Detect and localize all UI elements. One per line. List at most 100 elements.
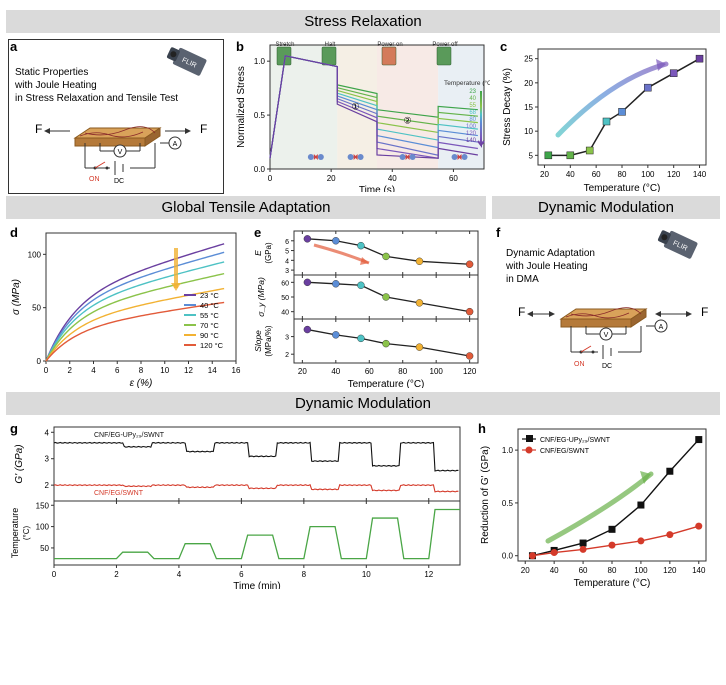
panel-c-chart: 20406080100120140510152025Temperature (°… [496,37,714,192]
svg-text:4: 4 [285,258,289,265]
panel-h: h 204060801001201400.00.51.0Temperature … [474,419,714,589]
svg-text:CNF/EG/SWNT: CNF/EG/SWNT [94,490,144,497]
svg-text:12: 12 [184,366,193,375]
svg-text:120: 120 [466,131,477,137]
svg-text:0: 0 [268,174,273,183]
svg-text:Time (s): Time (s) [359,185,395,192]
svg-text:100: 100 [430,367,444,376]
svg-text:0: 0 [37,357,42,366]
svg-text:A: A [659,324,664,331]
flir-camera-icon: FLIR [164,44,219,84]
svg-text:20: 20 [521,566,530,575]
svg-text:V: V [604,332,609,339]
svg-text:DC: DC [114,178,124,183]
svg-text:Temperature (°C): Temperature (°C) [444,79,490,87]
svg-text:10: 10 [524,127,533,136]
svg-text:40: 40 [566,170,575,179]
svg-text:CNF/EG/SWNT: CNF/EG/SWNT [540,448,590,455]
svg-text:4: 4 [177,570,182,579]
row-2: d 0246810121416050100ε (%)σ (MPa)23 °C40… [6,223,720,388]
svg-text:120: 120 [667,170,681,179]
svg-text:①: ① [352,102,360,112]
flir-camera-icon-2: FLIR [655,227,710,267]
svg-text:ON: ON [89,176,100,183]
panel-c-label: c [500,39,507,54]
svg-text:70 °C: 70 °C [200,321,219,330]
svg-text:F: F [200,122,207,136]
svg-text:55 °C: 55 °C [200,311,219,320]
svg-text:100: 100 [641,170,655,179]
header-dynamic-mod-2: Dynamic Modulation [6,392,720,415]
svg-text:20: 20 [524,79,533,88]
panel-g-label: g [10,421,18,436]
svg-text:60: 60 [365,367,374,376]
svg-text:40 °C: 40 °C [200,301,219,310]
svg-text:DC: DC [602,363,612,370]
svg-text:②: ② [404,116,412,126]
svg-text:F: F [701,305,708,319]
svg-text:0.0: 0.0 [254,165,266,174]
svg-text:A: A [173,141,178,148]
panel-a-schematic: F F DC ON V [15,113,221,183]
svg-text:Stress Decay (%): Stress Decay (%) [502,68,513,146]
svg-text:0: 0 [52,570,57,579]
svg-text:Time (min): Time (min) [233,581,280,589]
svg-text:40: 40 [550,566,559,575]
svg-text:Temperature (°C): Temperature (°C) [584,183,661,192]
svg-text:3: 3 [285,268,289,275]
svg-text:σ (MPa): σ (MPa) [11,279,22,315]
svg-text:23 °C: 23 °C [200,291,219,300]
svg-text:40: 40 [331,367,340,376]
svg-text:2: 2 [45,481,50,490]
svg-text:ON: ON [574,361,585,368]
svg-text:2: 2 [285,352,289,359]
panel-c: c 20406080100120140510152025Temperature … [496,37,714,192]
svg-text:3: 3 [285,335,289,342]
svg-text:20: 20 [298,367,307,376]
svg-text:55: 55 [469,103,476,109]
svg-text:5: 5 [529,151,534,160]
panel-h-chart: 204060801001201400.00.51.0Temperature (°… [474,419,714,589]
svg-text:80: 80 [608,566,617,575]
svg-text:100: 100 [466,124,477,130]
svg-text:6: 6 [239,570,244,579]
svg-text:14: 14 [208,366,217,375]
svg-text:50: 50 [40,544,49,553]
panel-e: e 3456E(GPa)405060σ_y (MPa)23Slope(MPa/%… [250,223,486,388]
panel-d-chart: 0246810121416050100ε (%)σ (MPa)23 °C40 °… [6,223,244,388]
svg-text:2: 2 [114,570,119,579]
row-3: g 234G' (GPa)CNF/EG-UPy₂₉/SWNTCNF/EG/SWN… [6,419,720,589]
svg-text:4: 4 [45,428,50,437]
svg-text:50: 50 [32,304,41,313]
svg-text:8: 8 [139,366,144,375]
header-dynamic-mod-1: Dynamic Modulation [492,196,720,219]
row-2-headers: Global Tensile Adaptation Dynamic Modula… [6,192,720,223]
panel-a: a FLIR Static Properties with Joule Heat… [6,37,226,192]
svg-text:Temperature (°C): Temperature (°C) [574,578,651,589]
svg-text:120: 120 [463,367,477,376]
svg-text:80: 80 [469,117,476,123]
svg-text:15: 15 [524,103,533,112]
svg-text:V: V [118,149,123,156]
svg-text:(MPa/%): (MPa/%) [264,325,273,356]
svg-text:(°C): (°C) [22,526,31,541]
svg-text:0.5: 0.5 [502,499,514,508]
svg-text:σ_y (MPa): σ_y (MPa) [256,277,266,317]
svg-text:E: E [253,250,263,256]
panel-g-chart: 234G' (GPa)CNF/EG-UPy₂₉/SWNTCNF/EG/SWNT5… [6,419,468,589]
panel-g: g 234G' (GPa)CNF/EG-UPy₂₉/SWNTCNF/EG/SWN… [6,419,468,589]
svg-text:120 °C: 120 °C [200,341,224,350]
svg-text:Temperature: Temperature [10,508,20,559]
svg-text:0: 0 [44,366,49,375]
svg-text:100: 100 [36,523,50,532]
panel-e-label: e [254,225,261,240]
svg-text:Slope: Slope [253,330,263,352]
panel-h-label: h [478,421,486,436]
svg-text:68: 68 [469,110,476,116]
row-1: a FLIR Static Properties with Joule Heat… [6,37,720,192]
svg-text:CNF/EG-UPy₂₉/SWNT: CNF/EG-UPy₂₉/SWNT [94,432,165,439]
svg-text:10: 10 [362,570,371,579]
svg-text:5: 5 [285,249,289,256]
svg-text:60: 60 [579,566,588,575]
svg-text:0.0: 0.0 [502,552,514,561]
